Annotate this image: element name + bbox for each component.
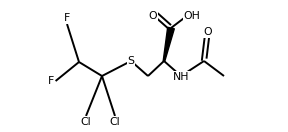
Text: F: F [48, 76, 54, 86]
Text: NH: NH [173, 72, 189, 82]
Text: O: O [204, 27, 212, 37]
Polygon shape [163, 27, 174, 61]
Text: S: S [128, 56, 134, 66]
Text: F: F [64, 13, 70, 23]
Text: Cl: Cl [110, 117, 120, 127]
Text: Cl: Cl [81, 117, 91, 127]
Text: OH: OH [183, 11, 200, 21]
Text: O: O [149, 11, 157, 21]
